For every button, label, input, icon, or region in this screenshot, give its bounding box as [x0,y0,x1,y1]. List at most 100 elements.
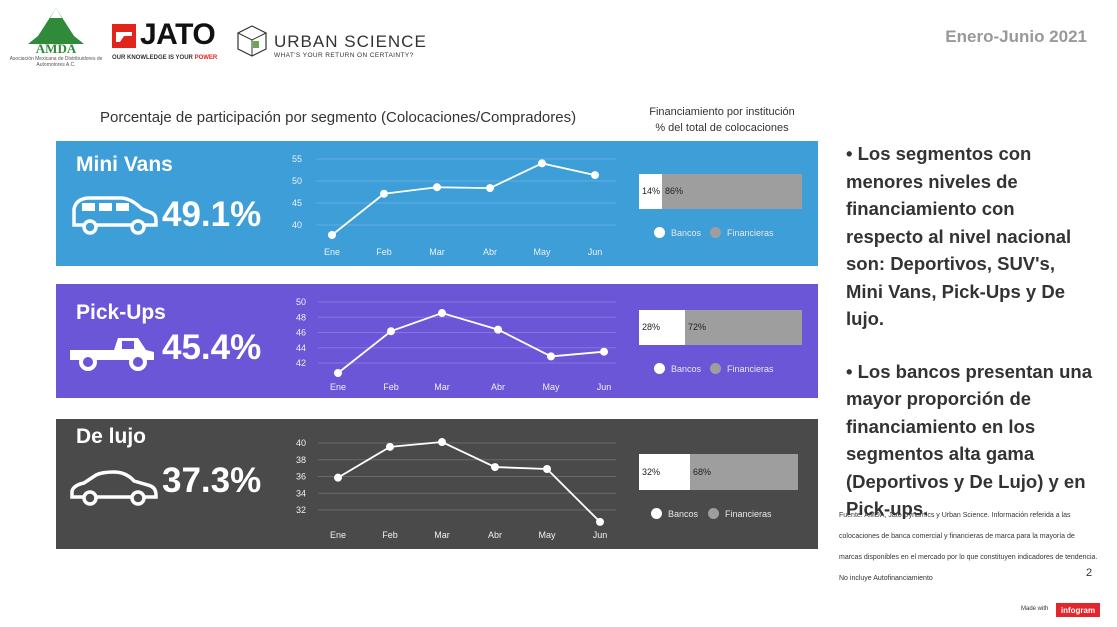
segment-name: Pick-Ups [76,301,166,324]
x-tick-label: Ene [330,382,346,392]
luxury-car-icon [68,467,158,516]
y-tick-label: 40 [296,438,306,448]
urban-science-logo: URBAN SCIENCE [274,32,427,51]
y-tick-label: 40 [292,220,302,230]
x-tick-label: Mar [434,530,450,540]
panel-pick-ups: Pick-Ups 45.4% 50 48 46 44 42 Ene Feb Mar Abr May Ju… [56,284,818,398]
legend-financieras[interactable]: Financieras [710,363,774,374]
segment-share: 45.4% [162,328,262,367]
urban-science-tagline: WHAT'S YOUR RETURN ON CERTAINTY? [274,52,414,59]
data-point[interactable] [543,464,551,473]
data-point[interactable] [547,352,555,361]
panel-de-lujo: De lujo 37.3% 40 38 36 34 32 Ene Feb Mar Abr May Jun… [56,419,818,549]
x-tick-label: Feb [383,382,399,392]
x-tick-label: Ene [330,530,346,540]
x-tick-label: Jun [597,382,612,392]
financieras-bar[interactable]: 72% [685,310,802,345]
y-tick-label: 46 [296,328,306,338]
bancos-bar[interactable]: 14% [639,174,662,209]
legend-dot-icon [708,508,719,519]
amda-logo: AMDA Asociación Mexicana de Distribuidor… [8,6,104,72]
x-tick-label: Abr [491,382,505,392]
x-tick-label: Mar [434,382,450,392]
financieras-bar[interactable]: 68% [690,454,798,490]
data-point[interactable] [328,231,336,239]
x-tick-label: May [538,530,556,540]
x-tick-label: Abr [483,247,497,257]
data-point[interactable] [600,347,608,356]
x-tick-label: Abr [488,530,502,540]
data-point[interactable] [591,171,599,180]
segment-name: De lujo [76,425,147,448]
x-tick-label: Ene [324,247,340,257]
legend-dot-icon [654,363,665,374]
data-point[interactable] [334,369,342,377]
bancos-bar[interactable]: 32% [639,454,690,490]
legend-financieras[interactable]: Financieras [710,227,774,238]
panel-mini-vans: Mini Vans 49.1% 55 50 45 40 Ene Feb Mar Abr May Jun… [56,141,818,266]
legend-financieras[interactable]: Financieras [708,508,772,519]
legend-bancos[interactable]: Bancos [654,363,701,374]
minivan-icon [68,193,158,242]
legend-dot-icon [654,227,665,238]
legend-label: Financieras [727,227,774,238]
financing-title-line2: % del total de colocaciones [655,122,789,134]
financing-title: Financiamiento por institución % del tot… [624,104,820,136]
data-point[interactable] [596,517,604,526]
y-tick-label: 42 [296,358,306,368]
infogram-logo[interactable]: infogram [1056,603,1100,617]
data-point[interactable] [494,325,502,334]
data-point[interactable] [380,189,388,198]
y-tick-label: 50 [292,176,302,186]
amda-mountain-icon: AMDA [28,8,84,56]
x-tick-label: May [533,247,551,257]
y-tick-label: 55 [292,154,302,164]
y-tick-label: 34 [296,488,306,498]
made-with-label: Made with [1021,606,1049,612]
legend-label: Financieras [725,508,772,519]
data-point[interactable] [334,473,342,482]
data-point[interactable] [438,438,446,447]
x-tick-label: Feb [382,530,398,540]
y-tick-label: 36 [296,472,306,482]
data-point[interactable] [538,159,546,168]
legend-label: Bancos [671,227,702,238]
line-chart: 55 50 45 40 Ene Feb Mar Abr May Jun [292,154,616,257]
data-point[interactable] [491,463,499,472]
legend-bancos[interactable]: Bancos [654,227,701,238]
series-line [337,441,601,523]
data-point[interactable] [433,183,441,192]
amda-subtitle: Asociación Mexicana de Distribuidores de… [9,56,103,68]
line-chart: 50 48 46 44 42 Ene Feb Mar Abr May Jun [296,297,616,392]
legend-dot-icon [710,227,721,238]
y-tick-label: 50 [296,297,306,307]
y-tick-label: 44 [296,343,306,353]
jato-tagline: OUR KNOWLEDGE IS YOUR POWER [112,55,218,61]
financieras-bar[interactable]: 86% [662,174,802,209]
data-point[interactable] [486,184,494,193]
segment-share: 37.3% [162,461,262,500]
amda-wordmark: AMDA [36,41,77,56]
urban-science-icon [236,24,268,63]
data-point[interactable] [387,327,395,336]
legend-dot-icon [710,363,721,374]
pickup-truck-icon [68,330,158,379]
segment-share: 49.1% [162,195,262,234]
x-tick-label: Mar [429,247,445,257]
legend-bancos[interactable]: Bancos [651,508,698,519]
legend-dot-icon [651,508,662,519]
data-point[interactable] [386,442,394,451]
legend-label: Financieras [727,363,774,374]
y-tick-label: 38 [296,455,306,465]
jato-logo: JATO [140,18,216,51]
x-tick-label: Feb [376,247,392,257]
legend-label: Bancos [671,363,702,374]
segment-name: Mini Vans [76,153,173,176]
main-title: Porcentaje de participación por segmento… [100,109,577,126]
data-point[interactable] [438,309,446,318]
jato-icon [112,24,136,48]
y-tick-label: 32 [296,505,306,515]
y-tick-label: 45 [292,198,302,208]
bancos-bar[interactable]: 28% [639,310,685,345]
period-label: Enero-Junio 2021 [945,27,1087,46]
